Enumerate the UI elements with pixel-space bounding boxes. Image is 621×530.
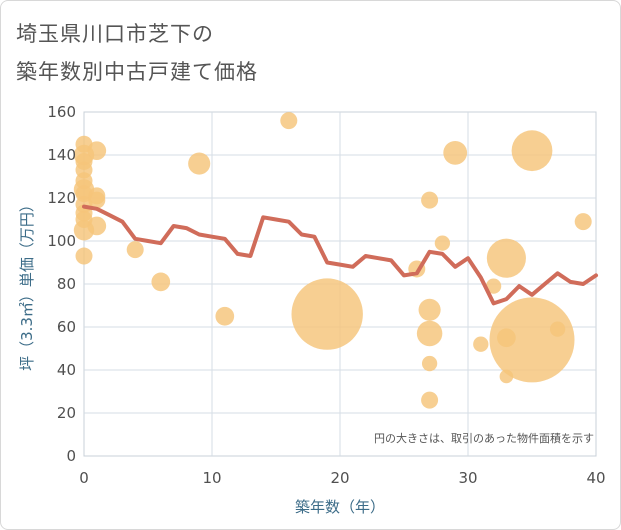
y-axis-title: 坪（3.3㎡）単価（万円） xyxy=(18,197,36,371)
bubble-point xyxy=(87,216,107,236)
bubble-point xyxy=(421,191,439,209)
y-tick-label: 40 xyxy=(57,361,76,379)
x-tick-label: 0 xyxy=(79,469,89,487)
bubble-point xyxy=(87,141,107,161)
y-tick-labels: 0 20 40 60 80 100 120 140 160 xyxy=(47,103,76,465)
x-tick-label: 40 xyxy=(586,469,605,487)
bubble-point xyxy=(88,191,106,209)
y-tick-label: 60 xyxy=(57,318,76,336)
size-note: 円の大きさは、取引のあった物件面積を示す xyxy=(374,431,594,445)
bubble-point xyxy=(549,321,566,337)
bubble-point xyxy=(151,272,171,292)
bubble-point xyxy=(416,320,443,347)
bubble-point xyxy=(421,391,439,409)
y-tick-label: 160 xyxy=(47,103,76,121)
bubble-point xyxy=(215,306,235,326)
bubble-point xyxy=(485,278,502,294)
bubble-point xyxy=(473,336,489,352)
bubble-point xyxy=(434,235,451,251)
x-tick-label: 30 xyxy=(458,469,477,487)
bubble-point xyxy=(443,140,468,165)
bubble-point xyxy=(421,355,438,372)
y-tick-label: 120 xyxy=(47,189,76,207)
trend-line xyxy=(82,204,598,306)
bubble-point xyxy=(126,241,144,259)
x-tick-labels: 0 10 20 30 40 xyxy=(79,469,605,487)
bubble-point xyxy=(511,130,553,172)
y-tick-label: 20 xyxy=(57,404,76,422)
y-tick-label: 100 xyxy=(47,232,76,250)
bubble-point xyxy=(489,297,575,383)
y-tick-label: 80 xyxy=(57,275,76,293)
bubble-point xyxy=(574,213,592,231)
bubble-point xyxy=(188,152,211,175)
x-tick-label: 20 xyxy=(330,469,349,487)
bubble-point xyxy=(75,247,93,265)
bubble-point xyxy=(291,278,363,350)
trend-series xyxy=(82,204,598,306)
chart-title-line2: 築年数別中古戸建て価格 xyxy=(16,60,258,84)
chart-title-line1: 埼玉県川口市芝下の xyxy=(16,22,214,46)
bubble-point xyxy=(280,112,298,130)
bubble-point xyxy=(486,238,526,278)
x-tick-label: 10 xyxy=(202,469,221,487)
y-tick-label: 140 xyxy=(47,146,76,164)
x-axis-title: 築年数（年） xyxy=(295,498,385,516)
bubble-point xyxy=(418,298,441,321)
y-tick-label: 0 xyxy=(66,447,76,465)
